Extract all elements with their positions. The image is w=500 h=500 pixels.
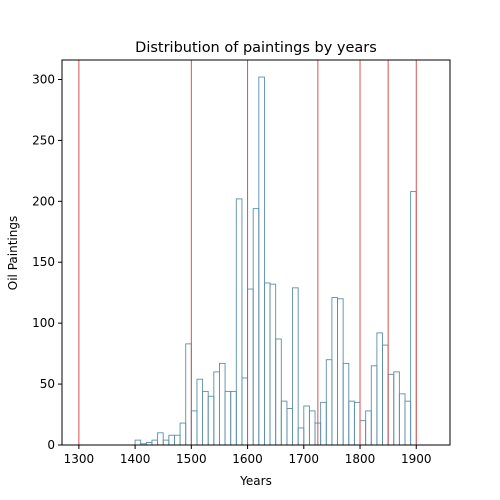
y-tick-label: 200: [32, 194, 55, 208]
histogram-bar: [275, 338, 282, 446]
histogram-bar: [410, 191, 417, 446]
histogram-bar: [297, 427, 305, 446]
histogram-bar: [269, 283, 277, 446]
histogram-bar: [331, 297, 338, 446]
y-tick-label: 50: [40, 377, 55, 391]
histogram-bar: [376, 332, 383, 446]
histogram-bar: [190, 410, 198, 446]
x-tick-label: 1400: [120, 452, 151, 466]
histogram-bar: [365, 410, 372, 446]
histogram-bar: [308, 410, 316, 446]
histogram-bar: [207, 395, 215, 446]
histogram-bar: [353, 401, 361, 446]
histogram-bar: [218, 362, 226, 446]
x-tick-label: 1300: [64, 452, 95, 466]
reference-lines: [78, 60, 417, 445]
y-tick-label: 300: [32, 72, 55, 86]
chart-title: Distribution of paintings by years: [135, 40, 377, 56]
histogram-bar: [134, 439, 142, 446]
x-tick-label: 1500: [176, 452, 207, 466]
histogram-bar: [342, 362, 350, 446]
x-axis-label: Years: [239, 474, 272, 488]
histogram-bar: [157, 432, 164, 446]
histogram-bar: [337, 298, 344, 446]
x-axis: 1300 1400 1500 1600 1700 1800 1900: [64, 445, 432, 466]
histogram-bar: [387, 373, 395, 446]
histogram-bar: [292, 287, 299, 446]
histogram-bar: [303, 405, 310, 446]
x-tick-label: 1600: [232, 452, 263, 466]
histogram-bar: [151, 439, 159, 446]
y-tick-label: 0: [47, 438, 55, 452]
histogram-bar: [241, 377, 249, 446]
histogram-bar: [179, 422, 187, 446]
histogram-bar: [247, 288, 254, 446]
histogram-bar: [280, 400, 288, 446]
x-tick-label: 1700: [289, 452, 320, 466]
y-tick-label: 250: [32, 133, 55, 147]
histogram-bar: [230, 390, 237, 446]
y-tick-label: 100: [32, 316, 55, 330]
histogram-bar: [202, 390, 209, 446]
histogram-bar: [370, 365, 378, 446]
y-axis: 0 50 100 150 200 250 300: [32, 72, 62, 452]
histogram-bar: [235, 198, 243, 446]
histogram-bar: [286, 407, 294, 446]
histogram-bar: [162, 439, 170, 446]
histogram-bar: [263, 282, 271, 446]
histogram-bar: [320, 401, 327, 446]
histogram-bar: [382, 344, 389, 446]
histogram-bar: [359, 420, 367, 446]
histogram-bar: [325, 359, 333, 446]
histogram-bar: [213, 371, 220, 446]
histogram-bar: [404, 400, 412, 446]
histogram-bar: [224, 390, 232, 446]
plot-frame: [61, 59, 451, 446]
y-axis-label: Oil Paintings: [6, 216, 20, 290]
x-tick-label: 1800: [345, 452, 376, 466]
histogram-bar: [196, 378, 204, 446]
histogram-bar: [258, 76, 265, 446]
histogram-bar: [185, 343, 192, 446]
histogram-bar: [174, 434, 181, 446]
x-tick-label: 1900: [401, 452, 432, 466]
plot-area: [134, 76, 417, 446]
histogram-bar: [168, 434, 175, 446]
histogram-bar: [348, 400, 355, 446]
histogram-bar: [393, 371, 400, 446]
histogram-bar: [398, 393, 406, 446]
y-tick-label: 150: [32, 255, 55, 269]
histogram-bar: [252, 208, 260, 446]
